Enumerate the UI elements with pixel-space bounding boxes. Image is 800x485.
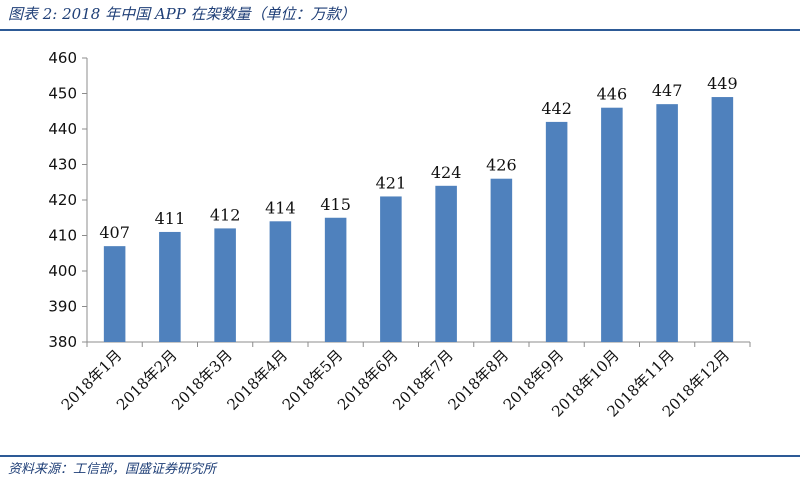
bar [435,185,457,342]
data-label: 426 [486,156,517,175]
data-label: 449 [707,74,738,93]
data-label: 415 [320,195,351,214]
bar [601,107,623,342]
y-tick-label: 430 [48,156,77,174]
data-labels: 407 411 412 414 415 421 424 426 442 446 447 449 [99,74,737,242]
data-label: 424 [431,163,462,182]
y-tick-label: 400 [48,262,77,280]
bottom-rule [0,455,800,457]
y-tick-label: 440 [48,120,77,138]
bar [656,104,678,343]
bar [380,196,402,342]
data-label: 414 [265,198,296,217]
y-tick-label: 420 [48,191,77,209]
source-note: 资料来源：工信部，国盛证券研究所 [8,462,217,477]
y-tick-label: 380 [48,333,77,351]
data-label: 421 [376,173,407,192]
y-tick-label: 410 [48,227,77,245]
bar [711,97,734,342]
bar [214,228,236,342]
bar [159,231,181,342]
bar [103,246,126,342]
x-tick-labels: 2018年1月2018年2月2018年3月2018年4月2018年5月2018年… [58,346,733,420]
data-label: 411 [155,209,186,228]
data-label: 412 [210,205,241,224]
chart-axes: 380 390 400 410 420 430 440 450 460 [48,49,751,351]
data-label: 407 [99,223,130,242]
data-label: 447 [652,81,683,100]
figure-title: 图表 2: 2018 年中国 APP 在架数量（单位：万款） [8,5,356,23]
bar-series [103,97,734,343]
data-label: 442 [541,99,572,118]
y-tick-label: 450 [48,85,77,103]
bar [324,217,347,342]
top-rule [0,29,800,31]
bar [269,221,292,342]
bar [545,121,568,343]
bar [490,178,513,342]
bar-chart: 380 390 400 410 420 430 440 450 460 407 411 412 414… [48,49,751,421]
data-label: 446 [597,85,628,104]
y-tick-label: 390 [48,298,77,316]
y-tick-label: 460 [48,49,77,67]
